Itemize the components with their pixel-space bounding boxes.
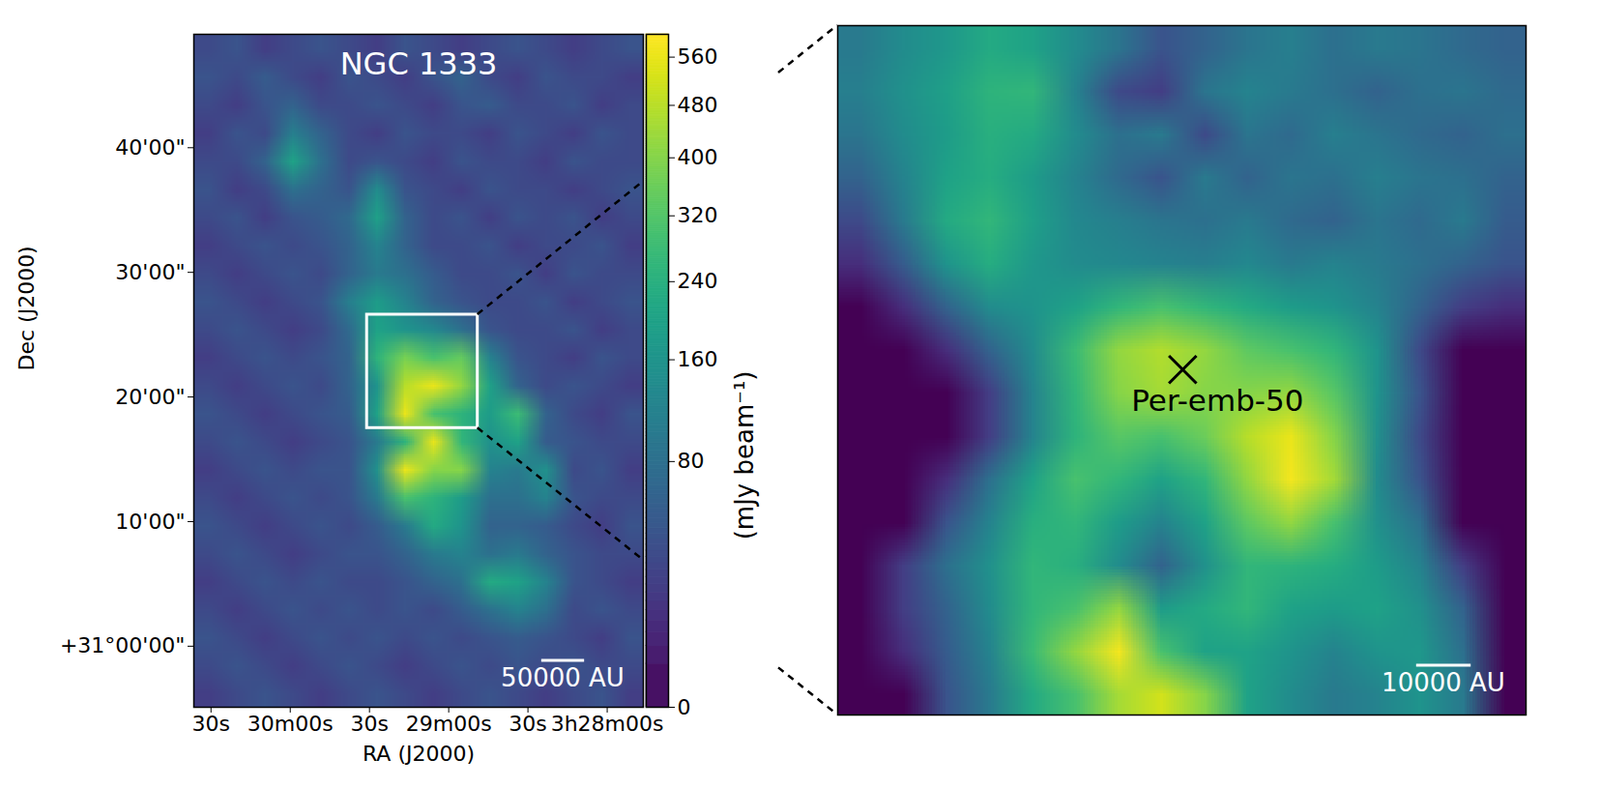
svg-text:320: 320 xyxy=(677,203,719,228)
svg-text:30s: 30s xyxy=(508,711,547,736)
svg-text:Dec (J2000): Dec (J2000) xyxy=(14,245,39,371)
svg-text:Per-emb-50: Per-emb-50 xyxy=(1131,382,1304,418)
svg-text:29m00s: 29m00s xyxy=(406,711,493,736)
svg-text:3h28m00s: 3h28m00s xyxy=(551,711,665,736)
svg-text:240: 240 xyxy=(677,268,719,293)
svg-text:160: 160 xyxy=(677,347,719,372)
svg-text:RA (J2000): RA (J2000) xyxy=(362,741,475,766)
svg-text:480: 480 xyxy=(677,92,719,117)
svg-text:10000 AU: 10000 AU xyxy=(1381,668,1506,698)
svg-text:+31°00'00": +31°00'00" xyxy=(59,633,186,658)
svg-text:50000 AU: 50000 AU xyxy=(500,663,625,693)
svg-text:80: 80 xyxy=(677,448,705,473)
svg-text:(mJy beam⁻¹): (mJy beam⁻¹) xyxy=(729,371,759,541)
svg-text:560: 560 xyxy=(677,44,719,69)
svg-text:30m00s: 30m00s xyxy=(247,711,334,736)
svg-text:0: 0 xyxy=(677,695,692,720)
svg-text:NGC 1333: NGC 1333 xyxy=(340,45,498,83)
svg-text:20'00": 20'00" xyxy=(115,384,185,409)
svg-text:10'00": 10'00" xyxy=(115,508,185,533)
svg-text:400: 400 xyxy=(677,145,719,170)
svg-text:30s: 30s xyxy=(349,711,388,736)
svg-text:40'00": 40'00" xyxy=(115,135,185,160)
svg-text:30'00": 30'00" xyxy=(115,260,185,285)
svg-text:30s: 30s xyxy=(192,711,231,736)
